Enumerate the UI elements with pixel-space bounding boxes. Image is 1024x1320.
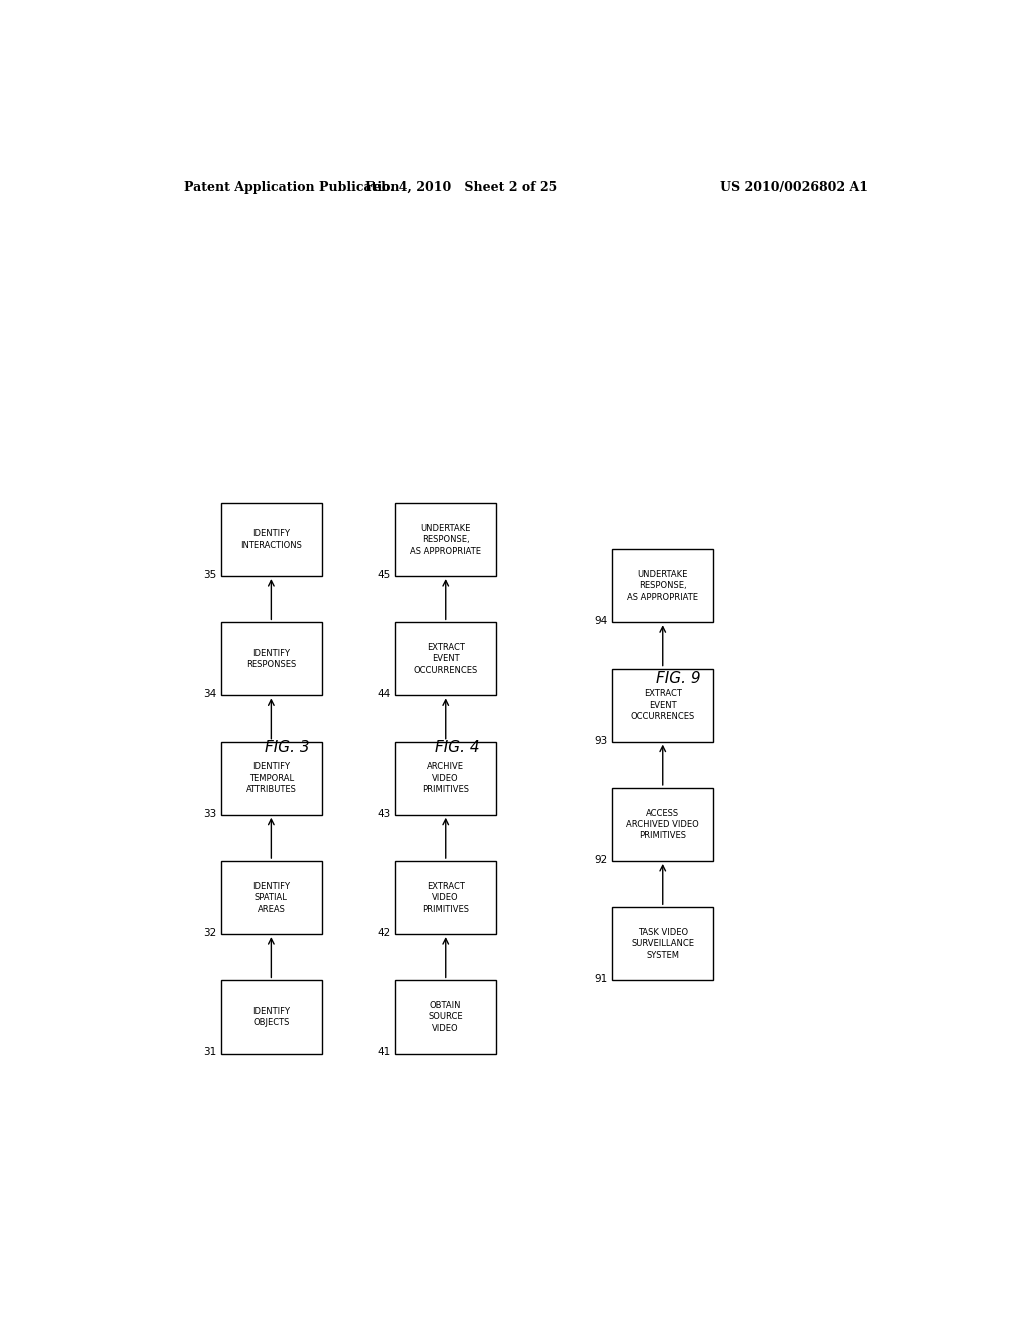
Text: 34: 34 — [203, 689, 216, 700]
Text: TASK VIDEO
SURVEILLANCE
SYSTEM: TASK VIDEO SURVEILLANCE SYSTEM — [631, 928, 694, 960]
Text: US 2010/0026802 A1: US 2010/0026802 A1 — [720, 181, 868, 194]
Text: 92: 92 — [595, 855, 607, 865]
Text: 43: 43 — [378, 809, 391, 818]
Text: ACCESS
ARCHIVED VIDEO
PRIMITIVES: ACCESS ARCHIVED VIDEO PRIMITIVES — [627, 808, 699, 841]
FancyBboxPatch shape — [395, 503, 496, 576]
Text: EXTRACT
EVENT
OCCURRENCES: EXTRACT EVENT OCCURRENCES — [414, 643, 478, 675]
FancyBboxPatch shape — [395, 861, 496, 935]
Text: 44: 44 — [378, 689, 391, 700]
Text: 32: 32 — [203, 928, 216, 939]
Text: Patent Application Publication: Patent Application Publication — [183, 181, 399, 194]
Text: IDENTIFY
SPATIAL
AREAS: IDENTIFY SPATIAL AREAS — [252, 882, 291, 913]
Text: OBTAIN
SOURCE
VIDEO: OBTAIN SOURCE VIDEO — [428, 1001, 463, 1032]
Text: IDENTIFY
INTERACTIONS: IDENTIFY INTERACTIONS — [241, 529, 302, 549]
Text: EXTRACT
EVENT
OCCURRENCES: EXTRACT EVENT OCCURRENCES — [631, 689, 695, 721]
FancyBboxPatch shape — [612, 668, 713, 742]
Text: 93: 93 — [595, 735, 607, 746]
FancyBboxPatch shape — [221, 981, 322, 1053]
Text: 91: 91 — [595, 974, 607, 985]
FancyBboxPatch shape — [612, 907, 713, 981]
Text: IDENTIFY
TEMPORAL
ATTRIBUTES: IDENTIFY TEMPORAL ATTRIBUTES — [246, 762, 297, 795]
Text: IDENTIFY
OBJECTS: IDENTIFY OBJECTS — [252, 1007, 291, 1027]
Text: 35: 35 — [203, 570, 216, 579]
FancyBboxPatch shape — [395, 622, 496, 696]
Text: UNDERTAKE
RESPONSE,
AS APPROPRIATE: UNDERTAKE RESPONSE, AS APPROPRIATE — [628, 570, 698, 602]
Text: FIG. 9: FIG. 9 — [656, 671, 700, 685]
Text: EXTRACT
VIDEO
PRIMITIVES: EXTRACT VIDEO PRIMITIVES — [422, 882, 469, 913]
Text: UNDERTAKE
RESPONSE,
AS APPROPRIATE: UNDERTAKE RESPONSE, AS APPROPRIATE — [411, 524, 481, 556]
Text: 42: 42 — [378, 928, 391, 939]
Text: 33: 33 — [203, 809, 216, 818]
FancyBboxPatch shape — [395, 742, 496, 814]
Text: 41: 41 — [378, 1047, 391, 1057]
Text: Feb. 4, 2010   Sheet 2 of 25: Feb. 4, 2010 Sheet 2 of 25 — [366, 181, 557, 194]
FancyBboxPatch shape — [612, 788, 713, 861]
Text: FIG. 3: FIG. 3 — [264, 741, 309, 755]
Text: FIG. 4: FIG. 4 — [435, 741, 479, 755]
Text: IDENTIFY
RESPONSES: IDENTIFY RESPONSES — [246, 648, 297, 669]
FancyBboxPatch shape — [221, 622, 322, 696]
Text: 31: 31 — [203, 1047, 216, 1057]
FancyBboxPatch shape — [221, 742, 322, 814]
FancyBboxPatch shape — [221, 861, 322, 935]
FancyBboxPatch shape — [221, 503, 322, 576]
Text: 45: 45 — [378, 570, 391, 579]
FancyBboxPatch shape — [395, 981, 496, 1053]
Text: ARCHIVE
VIDEO
PRIMITIVES: ARCHIVE VIDEO PRIMITIVES — [422, 762, 469, 795]
Text: 94: 94 — [595, 616, 607, 626]
FancyBboxPatch shape — [612, 549, 713, 622]
